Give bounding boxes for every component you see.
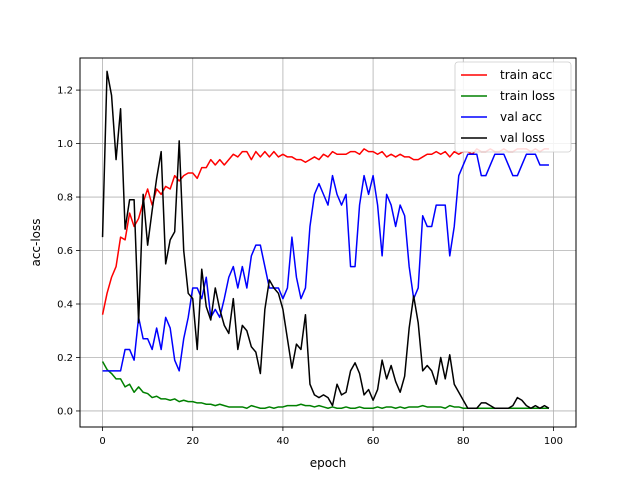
val-acc-line xyxy=(102,153,549,372)
x-axis-label: epoch xyxy=(310,456,347,470)
y-tick-label: 0.4 xyxy=(57,300,73,311)
x-tick-label: 100 xyxy=(544,436,563,447)
y-tick-label: 0.6 xyxy=(57,246,73,257)
legend-label-val-loss: val loss xyxy=(500,131,545,145)
x-tick-label: 0 xyxy=(99,436,105,447)
legend-box xyxy=(454,61,572,153)
x-tick-label: 80 xyxy=(457,436,470,447)
legend: train acc train loss val acc val loss xyxy=(454,61,572,153)
y-tick-label: 0.0 xyxy=(57,406,73,417)
plot-area-frame xyxy=(79,57,577,428)
legend-label-train-acc: train acc xyxy=(500,68,552,82)
legend-label-val-acc: val acc xyxy=(500,110,542,124)
grid xyxy=(80,58,576,427)
y-axis-label: acc-loss xyxy=(29,218,43,266)
val-loss-line xyxy=(101,70,550,410)
y-tick-label: 1.0 xyxy=(57,139,73,150)
y-tick-label: 0.2 xyxy=(57,353,73,364)
y-tick-label: 0.8 xyxy=(57,193,73,204)
axis-ticks: 0 20 40 60 80 100 0.0 0.2 0.4 0.6 0.8 1.0 1.2 xyxy=(57,86,563,447)
x-tick-label: 40 xyxy=(277,436,290,447)
legend-label-train-loss: train loss xyxy=(500,89,555,103)
y-tick-label: 1.2 xyxy=(57,86,73,97)
x-tick-label: 20 xyxy=(186,436,199,447)
x-tick-label: 60 xyxy=(367,436,380,447)
